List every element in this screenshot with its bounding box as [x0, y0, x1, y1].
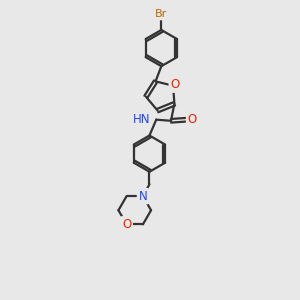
Text: Br: Br [155, 9, 167, 19]
Text: O: O [122, 218, 131, 231]
Text: O: O [188, 113, 197, 126]
Text: O: O [170, 78, 180, 91]
Text: N: N [139, 190, 147, 202]
Text: HN: HN [132, 113, 150, 126]
